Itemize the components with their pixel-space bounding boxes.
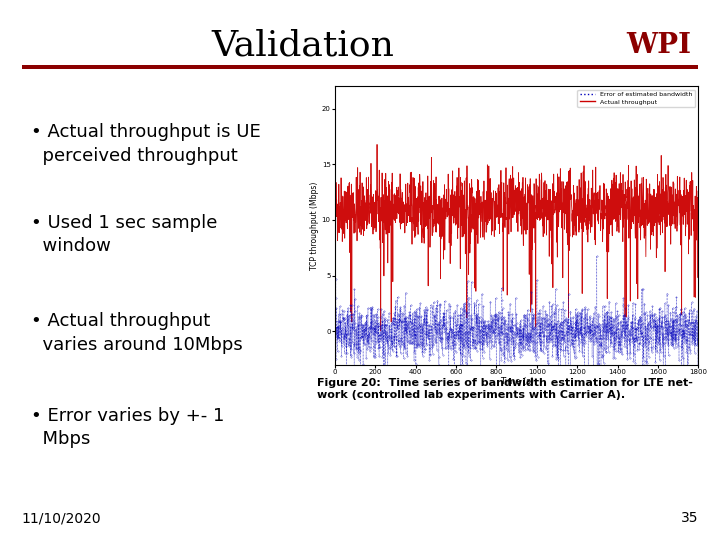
Text: • Used 1 sec sample
  window: • Used 1 sec sample window	[31, 213, 217, 255]
Text: WPI: WPI	[626, 32, 691, 59]
X-axis label: Time (s): Time (s)	[500, 377, 534, 387]
Text: • Actual throughput is UE
  perceived throughput: • Actual throughput is UE perceived thro…	[31, 123, 261, 165]
Legend: Error of estimated bandwidth, Actual throughput: Error of estimated bandwidth, Actual thr…	[577, 90, 696, 107]
Y-axis label: TCP throughput (Mbps): TCP throughput (Mbps)	[310, 181, 319, 269]
Text: 35: 35	[681, 511, 698, 525]
Text: Figure 20:  Time series of bandwidth estimation for LTE net-
work (controlled la: Figure 20: Time series of bandwidth esti…	[317, 378, 693, 400]
Text: • Error varies by +- 1
  Mbps: • Error varies by +- 1 Mbps	[31, 407, 225, 448]
Text: 11/10/2020: 11/10/2020	[22, 511, 102, 525]
Text: Validation: Validation	[211, 29, 394, 63]
Text: • Actual throughput
  varies around 10Mbps: • Actual throughput varies around 10Mbps	[31, 312, 243, 354]
